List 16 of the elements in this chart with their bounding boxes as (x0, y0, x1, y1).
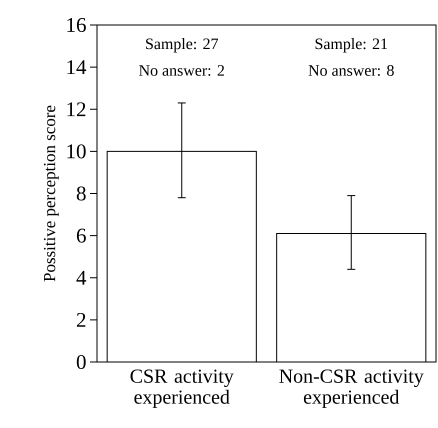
x-tick-label: CSR activity experienced (130, 370, 234, 408)
annotation: Sample: 27 (146, 38, 218, 52)
y-tick-label: 14 (67, 60, 86, 74)
annotation: Sample: 21 (316, 38, 388, 52)
y-tick-label: 12 (67, 102, 86, 116)
annotation: No answer: 8 (308, 65, 394, 76)
y-tick-label: 0 (76, 354, 86, 370)
y-tick-label: 4 (76, 270, 86, 285)
y-tick-label: 16 (67, 18, 86, 32)
y-axis-title: Possitive perception score (44, 106, 59, 282)
annotation: No answer: 2 (139, 65, 224, 76)
y-tick-label: 2 (76, 312, 86, 327)
x-tick-label: Non-CSR activity experienced (279, 370, 424, 408)
y-tick-label: 8 (76, 186, 86, 201)
y-tick-label: 10 (67, 144, 86, 158)
y-tick-label: 6 (76, 228, 86, 243)
